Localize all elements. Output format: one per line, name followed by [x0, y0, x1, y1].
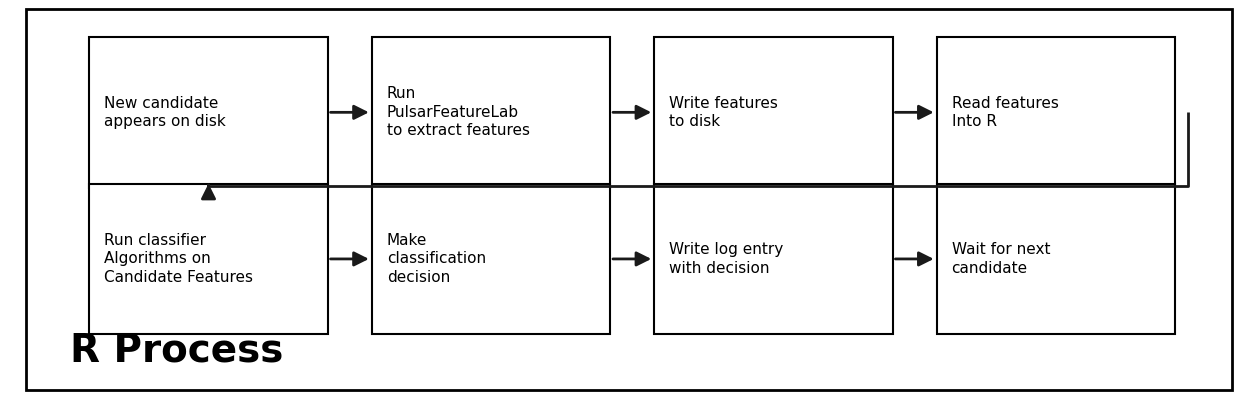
- Text: Write features
to disk: Write features to disk: [669, 95, 777, 129]
- Text: Wait for next
candidate: Wait for next candidate: [951, 242, 1050, 276]
- Text: New candidate
appears on disk: New candidate appears on disk: [104, 95, 226, 129]
- Text: Run classifier
Algorithms on
Candidate Features: Run classifier Algorithms on Candidate F…: [104, 233, 253, 285]
- Text: Read features
Into R: Read features Into R: [951, 95, 1058, 129]
- Text: Make
classification
decision: Make classification decision: [386, 233, 486, 285]
- Text: Run
PulsarFeatureLab
to extract features: Run PulsarFeatureLab to extract features: [386, 86, 530, 138]
- FancyBboxPatch shape: [936, 184, 1175, 334]
- FancyBboxPatch shape: [936, 37, 1175, 188]
- FancyBboxPatch shape: [89, 184, 328, 334]
- FancyBboxPatch shape: [654, 37, 893, 188]
- Text: R Process: R Process: [70, 332, 284, 370]
- FancyBboxPatch shape: [654, 184, 893, 334]
- FancyBboxPatch shape: [89, 37, 328, 188]
- FancyBboxPatch shape: [371, 184, 610, 334]
- FancyBboxPatch shape: [371, 37, 610, 188]
- Text: Write log entry
with decision: Write log entry with decision: [669, 242, 784, 276]
- FancyBboxPatch shape: [26, 9, 1232, 390]
